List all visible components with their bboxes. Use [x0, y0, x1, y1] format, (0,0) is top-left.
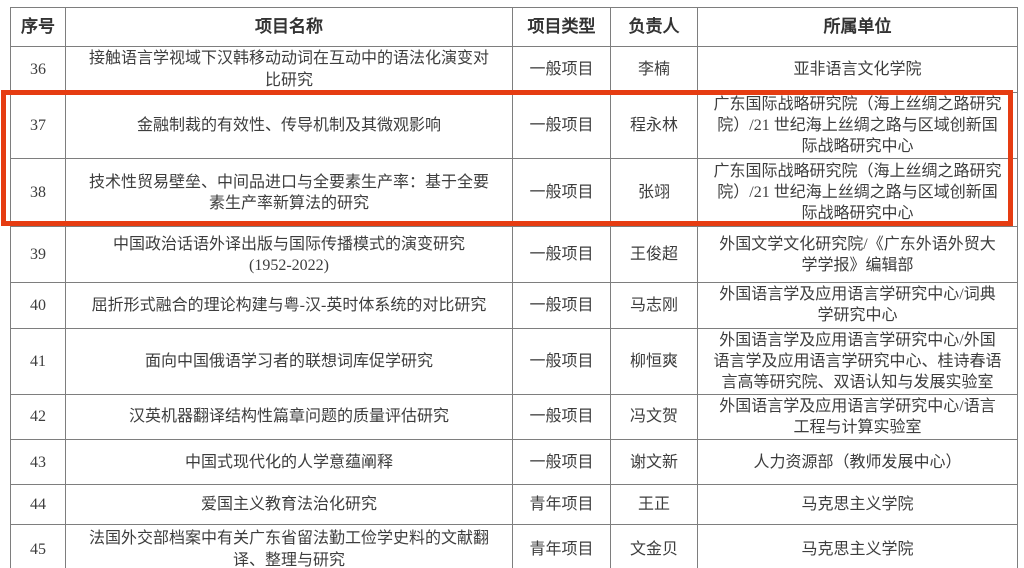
table-row: 43 中国式现代化的人学意蕴阐释 一般项目 谢文新 人力资源部（教师发展中心）: [10, 439, 1018, 486]
table-row: 37 金融制裁的有效性、传导机制及其微观影响 一般项目 程永林 广东国际战略研究…: [10, 91, 1018, 160]
table-row: 44 爱国主义教育法治化研究 青年项目 王正 马克思主义学院: [10, 484, 1018, 526]
project-name-cell: 爱国主义教育法治化研究: [65, 484, 513, 526]
unit-cell: 亚非语言文化学院: [697, 46, 1018, 93]
project-name-cell: 中国式现代化的人学意蕴阐释: [65, 439, 513, 486]
row-number-cell: 41: [10, 327, 66, 395]
project-name-cell: 法国外交部档案中有关广东省留法勤工俭学史料的文献翻 译、整理与研究: [65, 524, 513, 568]
unit-cell: 外国文学文化研究院/《广东外语外贸大 学学报》编辑部: [697, 226, 1018, 284]
project-type-cell: 一般项目: [512, 158, 611, 228]
project-name-cell: 屈折形式融合的理论构建与粤-汉-英时体系统的对比研究: [65, 282, 513, 329]
table-row: 41 面向中国俄语学习者的联想词库促学研究 一般项目 柳恒爽 外国语言学及应用语…: [10, 327, 1018, 395]
table-row: 36 接触语言学视域下汉韩移动动词在互动中的语法化演变对 比研究 一般项目 李楠…: [10, 46, 1018, 93]
project-type-cell: 一般项目: [512, 226, 611, 284]
row-number-cell: 37: [10, 91, 66, 160]
project-name-cell: 面向中国俄语学习者的联想词库促学研究: [65, 327, 513, 395]
project-name-cell: 中国政治话语外译出版与国际传播模式的演变研究 (1952-2022): [65, 226, 513, 284]
row-number-cell: 38: [10, 158, 66, 228]
unit-cell: 广东国际战略研究院（海上丝绸之路研究 院）/21 世纪海上丝绸之路与区域创新国 …: [697, 91, 1018, 160]
row-number-cell: 42: [10, 393, 66, 441]
unit-cell: 外国语言学及应用语言学研究中心/外国 语言学及应用语言学研究中心、桂诗春语 言高…: [697, 327, 1018, 395]
row-number-cell: 36: [10, 46, 66, 93]
row-number-cell: 43: [10, 439, 66, 486]
unit-cell: 外国语言学及应用语言学研究中心/词典 学研究中心: [697, 282, 1018, 329]
table-row: 38 技术性贸易壁垒、中间品进口与全要素生产率：基于全要 素生产率新算法的研究 …: [10, 158, 1018, 228]
header-unit: 所属单位: [697, 7, 1018, 47]
project-type-cell: 一般项目: [512, 327, 611, 395]
table-row: 42 汉英机器翻译结构性篇章问题的质量评估研究 一般项目 冯文贺 外国语言学及应…: [10, 393, 1018, 441]
table-row: 39 中国政治话语外译出版与国际传播模式的演变研究 (1952-2022) 一般…: [10, 226, 1018, 284]
table-row: 40 屈折形式融合的理论构建与粤-汉-英时体系统的对比研究 一般项目 马志刚 外…: [10, 282, 1018, 329]
leader-cell: 冯文贺: [610, 393, 698, 441]
project-type-cell: 一般项目: [512, 439, 611, 486]
unit-cell: 广东国际战略研究院（海上丝绸之路研究 院）/21 世纪海上丝绸之路与区域创新国 …: [697, 158, 1018, 228]
project-type-cell: 一般项目: [512, 91, 611, 160]
header-project-type: 项目类型: [512, 7, 611, 47]
unit-cell: 人力资源部（教师发展中心）: [697, 439, 1018, 486]
project-name-cell: 金融制裁的有效性、传导机制及其微观影响: [65, 91, 513, 160]
unit-cell: 马克思主义学院: [697, 484, 1018, 526]
leader-cell: 文金贝: [610, 524, 698, 568]
header-leader: 负责人: [610, 7, 698, 47]
leader-cell: 张翊: [610, 158, 698, 228]
leader-cell: 柳恒爽: [610, 327, 698, 395]
project-type-cell: 一般项目: [512, 46, 611, 93]
table-header-row: 序号 项目名称 项目类型 负责人 所属单位: [10, 7, 1018, 47]
row-number-cell: 44: [10, 484, 66, 526]
leader-cell: 王正: [610, 484, 698, 526]
unit-cell: 马克思主义学院: [697, 524, 1018, 568]
header-project-name: 项目名称: [65, 7, 513, 47]
projects-table: 序号 项目名称 项目类型 负责人 所属单位 36 接触语言学视域下汉韩移动动词在…: [10, 7, 1018, 568]
leader-cell: 李楠: [610, 46, 698, 93]
project-name-cell: 汉英机器翻译结构性篇章问题的质量评估研究: [65, 393, 513, 441]
project-type-cell: 青年项目: [512, 484, 611, 526]
project-type-cell: 一般项目: [512, 282, 611, 329]
table-row: 45 法国外交部档案中有关广东省留法勤工俭学史料的文献翻 译、整理与研究 青年项…: [10, 524, 1018, 568]
row-number-cell: 40: [10, 282, 66, 329]
project-name-cell: 技术性贸易壁垒、中间品进口与全要素生产率：基于全要 素生产率新算法的研究: [65, 158, 513, 228]
row-number-cell: 39: [10, 226, 66, 284]
row-number-cell: 45: [10, 524, 66, 568]
project-name-cell: 接触语言学视域下汉韩移动动词在互动中的语法化演变对 比研究: [65, 46, 513, 93]
project-type-cell: 一般项目: [512, 393, 611, 441]
leader-cell: 谢文新: [610, 439, 698, 486]
project-type-cell: 青年项目: [512, 524, 611, 568]
unit-cell: 外国语言学及应用语言学研究中心/语言 工程与计算实验室: [697, 393, 1018, 441]
leader-cell: 马志刚: [610, 282, 698, 329]
leader-cell: 王俊超: [610, 226, 698, 284]
header-row-number: 序号: [10, 7, 66, 47]
leader-cell: 程永林: [610, 91, 698, 160]
